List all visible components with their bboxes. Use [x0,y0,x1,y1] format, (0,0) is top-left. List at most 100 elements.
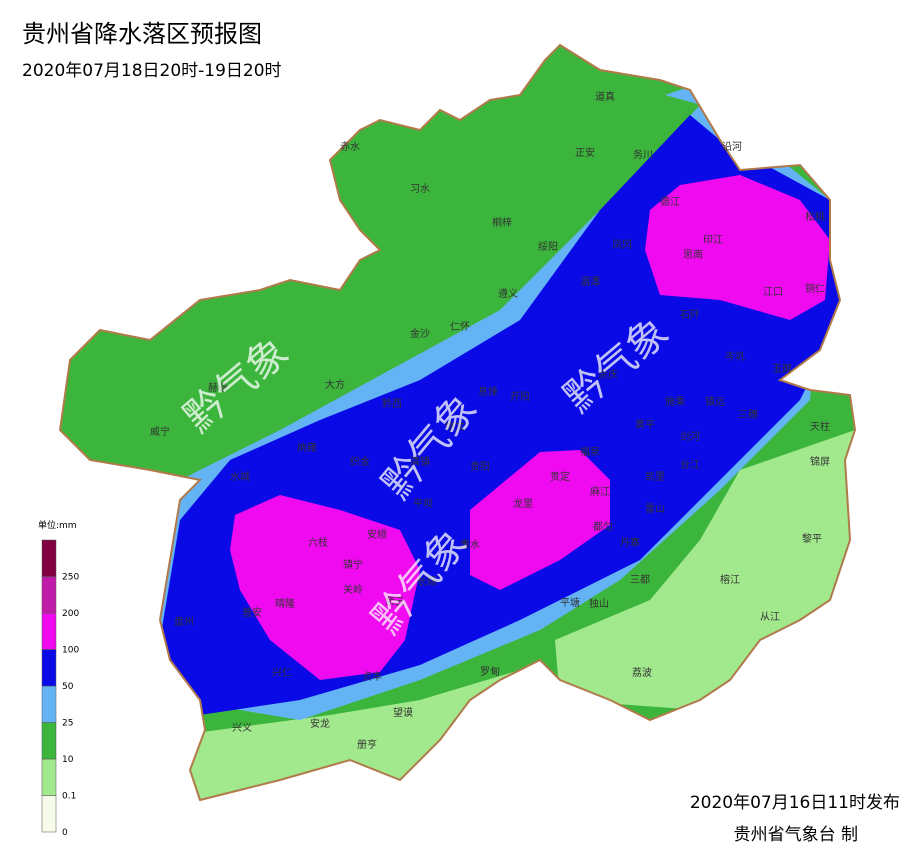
city-label: 台江 [680,458,700,471]
city-label: 丹寨 [620,536,640,549]
city-label: 镇远 [705,395,725,408]
city-label: 盘州 [174,615,194,628]
city-label: 望谟 [393,706,413,719]
city-label: 荔波 [632,666,652,679]
city-label: 仁怀 [450,321,470,333]
city-label: 龙里 [513,497,533,510]
issued: 2020年07月16日11时发布 [690,793,900,813]
city-label: 赤水 [340,141,360,153]
city-label: 麻江 [590,485,610,498]
city-label: 平坝 [413,498,433,510]
city-label: 黎平 [802,532,822,545]
city-label: 织金 [350,455,370,468]
legend-swatch [41,722,57,760]
city-label: 金沙 [410,327,430,340]
city-label: 凤冈 [612,239,632,251]
city-label: 习水 [410,183,430,195]
city-label: 兴仁 [272,667,292,679]
city-label: 玉屏 [772,363,792,375]
city-label: 凯里 [645,470,665,483]
city-label: 长顺 [417,576,437,588]
city-label: 贵阳 [470,460,490,473]
legend: 单位:mm 0 0.1 10 25 50 100 200 250 [38,519,79,838]
city-label: 务川 [633,148,653,161]
city-label: 罗甸 [480,665,500,678]
city-label: 湄潭 [580,276,600,288]
city-label: 镇宁 [343,558,363,571]
city-label: 大方 [325,378,345,391]
city-label: 贵定 [550,470,570,483]
city-label: 桐梓 [492,216,512,229]
city-label: 岑巩 [725,351,745,363]
legend-label: 0 [62,828,68,838]
city-label: 绥阳 [538,241,558,253]
legend-label: 0.1 [62,792,76,802]
legend-label: 10 [62,755,74,765]
subtitle: 2020年07月18日20时-19日20时 [22,61,282,81]
zone-100-200 [645,175,830,320]
legend-swatch [41,612,57,650]
city-label: 兴义 [232,722,252,734]
city-label: 安顺 [367,528,387,541]
city-label: 道真 [595,90,615,103]
legend-unit: 单位:mm [38,519,77,531]
city-label: 三穗 [738,408,758,421]
city-label: 榕江 [720,573,740,586]
city-label: 赫章 [208,381,228,394]
city-label: 锦屏 [810,455,830,468]
legend-label: 250 [62,573,79,583]
city-label: 平塘 [560,596,580,609]
legend-label: 200 [62,609,79,619]
city-label: 纳雍 [297,441,317,454]
city-label: 威宁 [150,425,170,438]
city-label: 清镇 [410,455,430,468]
city-label: 水城 [230,471,250,483]
city-label: 普安 [242,606,262,619]
city-label: 雷山 [645,503,665,515]
city-label: 德江 [660,195,680,208]
legend-label: 25 [62,719,73,729]
legend-label: 50 [62,682,74,692]
city-label: 铜仁 [805,283,825,295]
city-label: 剑河 [680,430,700,443]
legend-swatch [41,685,57,723]
city-label: 天柱 [810,420,830,433]
city-label: 江口 [763,286,783,298]
city-label: 遵义 [498,287,518,300]
city-label: 惠水 [460,538,480,551]
legend-swatch [41,539,57,577]
city-label: 印江 [703,234,723,246]
city-label: 紫云 [385,596,405,608]
legend-swatch [41,576,57,614]
city-label: 施秉 [665,395,685,408]
city-label: 三都 [630,574,650,586]
city-label: 石阡 [680,309,700,321]
legend-label: 100 [62,646,79,656]
legend-swatch [41,795,57,833]
city-label: 晴隆 [275,597,295,610]
legend-swatch [41,758,57,796]
zone-100-200 [470,450,610,590]
city-label: 册亨 [357,738,377,751]
legend-swatch [41,649,57,687]
city-label: 六枝 [308,536,328,549]
city-label: 关岭 [343,583,363,596]
city-label: 福泉 [580,445,600,458]
city-label: 安龙 [310,717,330,730]
city-label: 余庆 [598,368,618,381]
city-label: 从江 [760,611,780,623]
city-label: 都匀 [593,521,613,533]
city-label: 独山 [589,597,609,610]
city-label: 修文 [445,420,465,433]
city-label: 正安 [575,146,595,159]
agency: 贵州省气象台 制 [734,825,858,845]
city-label: 贞丰 [362,670,382,683]
city-label: 思南 [683,248,703,261]
city-label: 松桃 [805,210,825,223]
city-label: 沿河 [722,141,742,153]
zone-100-200 [230,495,420,680]
city-label: 开阳 [510,391,530,403]
